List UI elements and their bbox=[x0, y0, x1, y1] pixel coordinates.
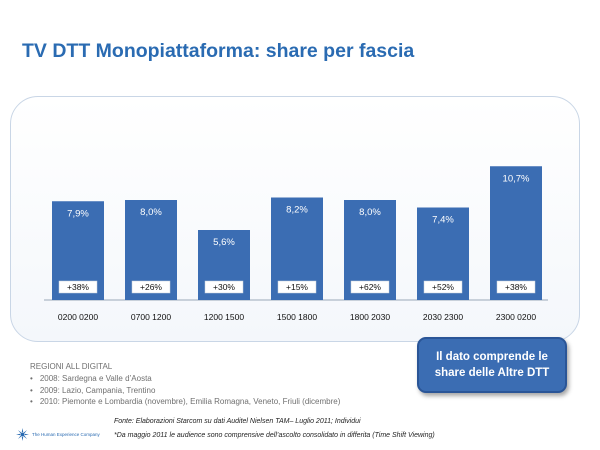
growth-badge bbox=[58, 280, 98, 294]
page-title: TV DTT Monopiattaforma: share per fascia bbox=[22, 40, 415, 62]
footnote: *Da maggio 2011 le audience sono compren… bbox=[114, 432, 435, 439]
growth-label: +30% bbox=[213, 282, 235, 292]
category-label: 0700 1200 bbox=[131, 312, 171, 322]
growth-badge bbox=[131, 280, 171, 294]
growth-label: +38% bbox=[505, 282, 527, 292]
region-item: 2009: Lazio, Campania, Trentino bbox=[30, 385, 340, 397]
value-label: 7,9% bbox=[67, 208, 89, 219]
category-label: 1200 1500 bbox=[204, 312, 244, 322]
note-callout: Il dato comprende le share delle Altre D… bbox=[417, 337, 567, 393]
regions-heading: REGIONI ALL DIGITAL bbox=[30, 362, 113, 371]
logo-text: The Human Experience Company bbox=[32, 432, 100, 437]
growth-badge bbox=[277, 280, 317, 294]
growth-label: +38% bbox=[67, 282, 89, 292]
category-label: 1500 1800 bbox=[277, 312, 317, 322]
growth-badge bbox=[423, 280, 463, 294]
growth-label: +52% bbox=[432, 282, 454, 292]
bar bbox=[490, 166, 542, 300]
growth-badge bbox=[204, 280, 244, 294]
callout-line-1: Il dato comprende le bbox=[436, 351, 548, 363]
region-item: 2010: Piemonte e Lombardia (novembre), E… bbox=[30, 396, 341, 408]
category-label: 2030 2300 bbox=[423, 312, 463, 322]
growth-badge bbox=[496, 280, 536, 294]
value-label: 5,6% bbox=[213, 237, 235, 248]
growth-label: +15% bbox=[286, 282, 308, 292]
company-logo: The Human Experience Company bbox=[16, 428, 100, 441]
source-note: Fonte: Elaborazioni Starcom su dati Audi… bbox=[114, 418, 361, 425]
category-label: 1800 2030 bbox=[350, 312, 390, 322]
starburst-icon bbox=[16, 428, 29, 441]
value-label: 7,4% bbox=[432, 215, 454, 226]
regions-list: REGIONI ALL DIGITAL 2008: Sardegna e Val… bbox=[30, 362, 340, 408]
growth-label: +26% bbox=[140, 282, 162, 292]
category-label: 0200 0200 bbox=[58, 312, 98, 322]
callout-line-2: share delle Altre DTT bbox=[434, 367, 550, 379]
region-item: 2008: Sardegna e Valle d’Aosta bbox=[30, 373, 340, 385]
growth-badge bbox=[350, 280, 390, 294]
category-label: 2300 0200 bbox=[496, 312, 536, 322]
value-label: 8,0% bbox=[359, 207, 381, 218]
value-label: 8,2% bbox=[286, 205, 308, 216]
value-label: 10,7% bbox=[503, 173, 530, 184]
value-label: 8,0% bbox=[140, 207, 162, 218]
growth-label: +62% bbox=[359, 282, 381, 292]
